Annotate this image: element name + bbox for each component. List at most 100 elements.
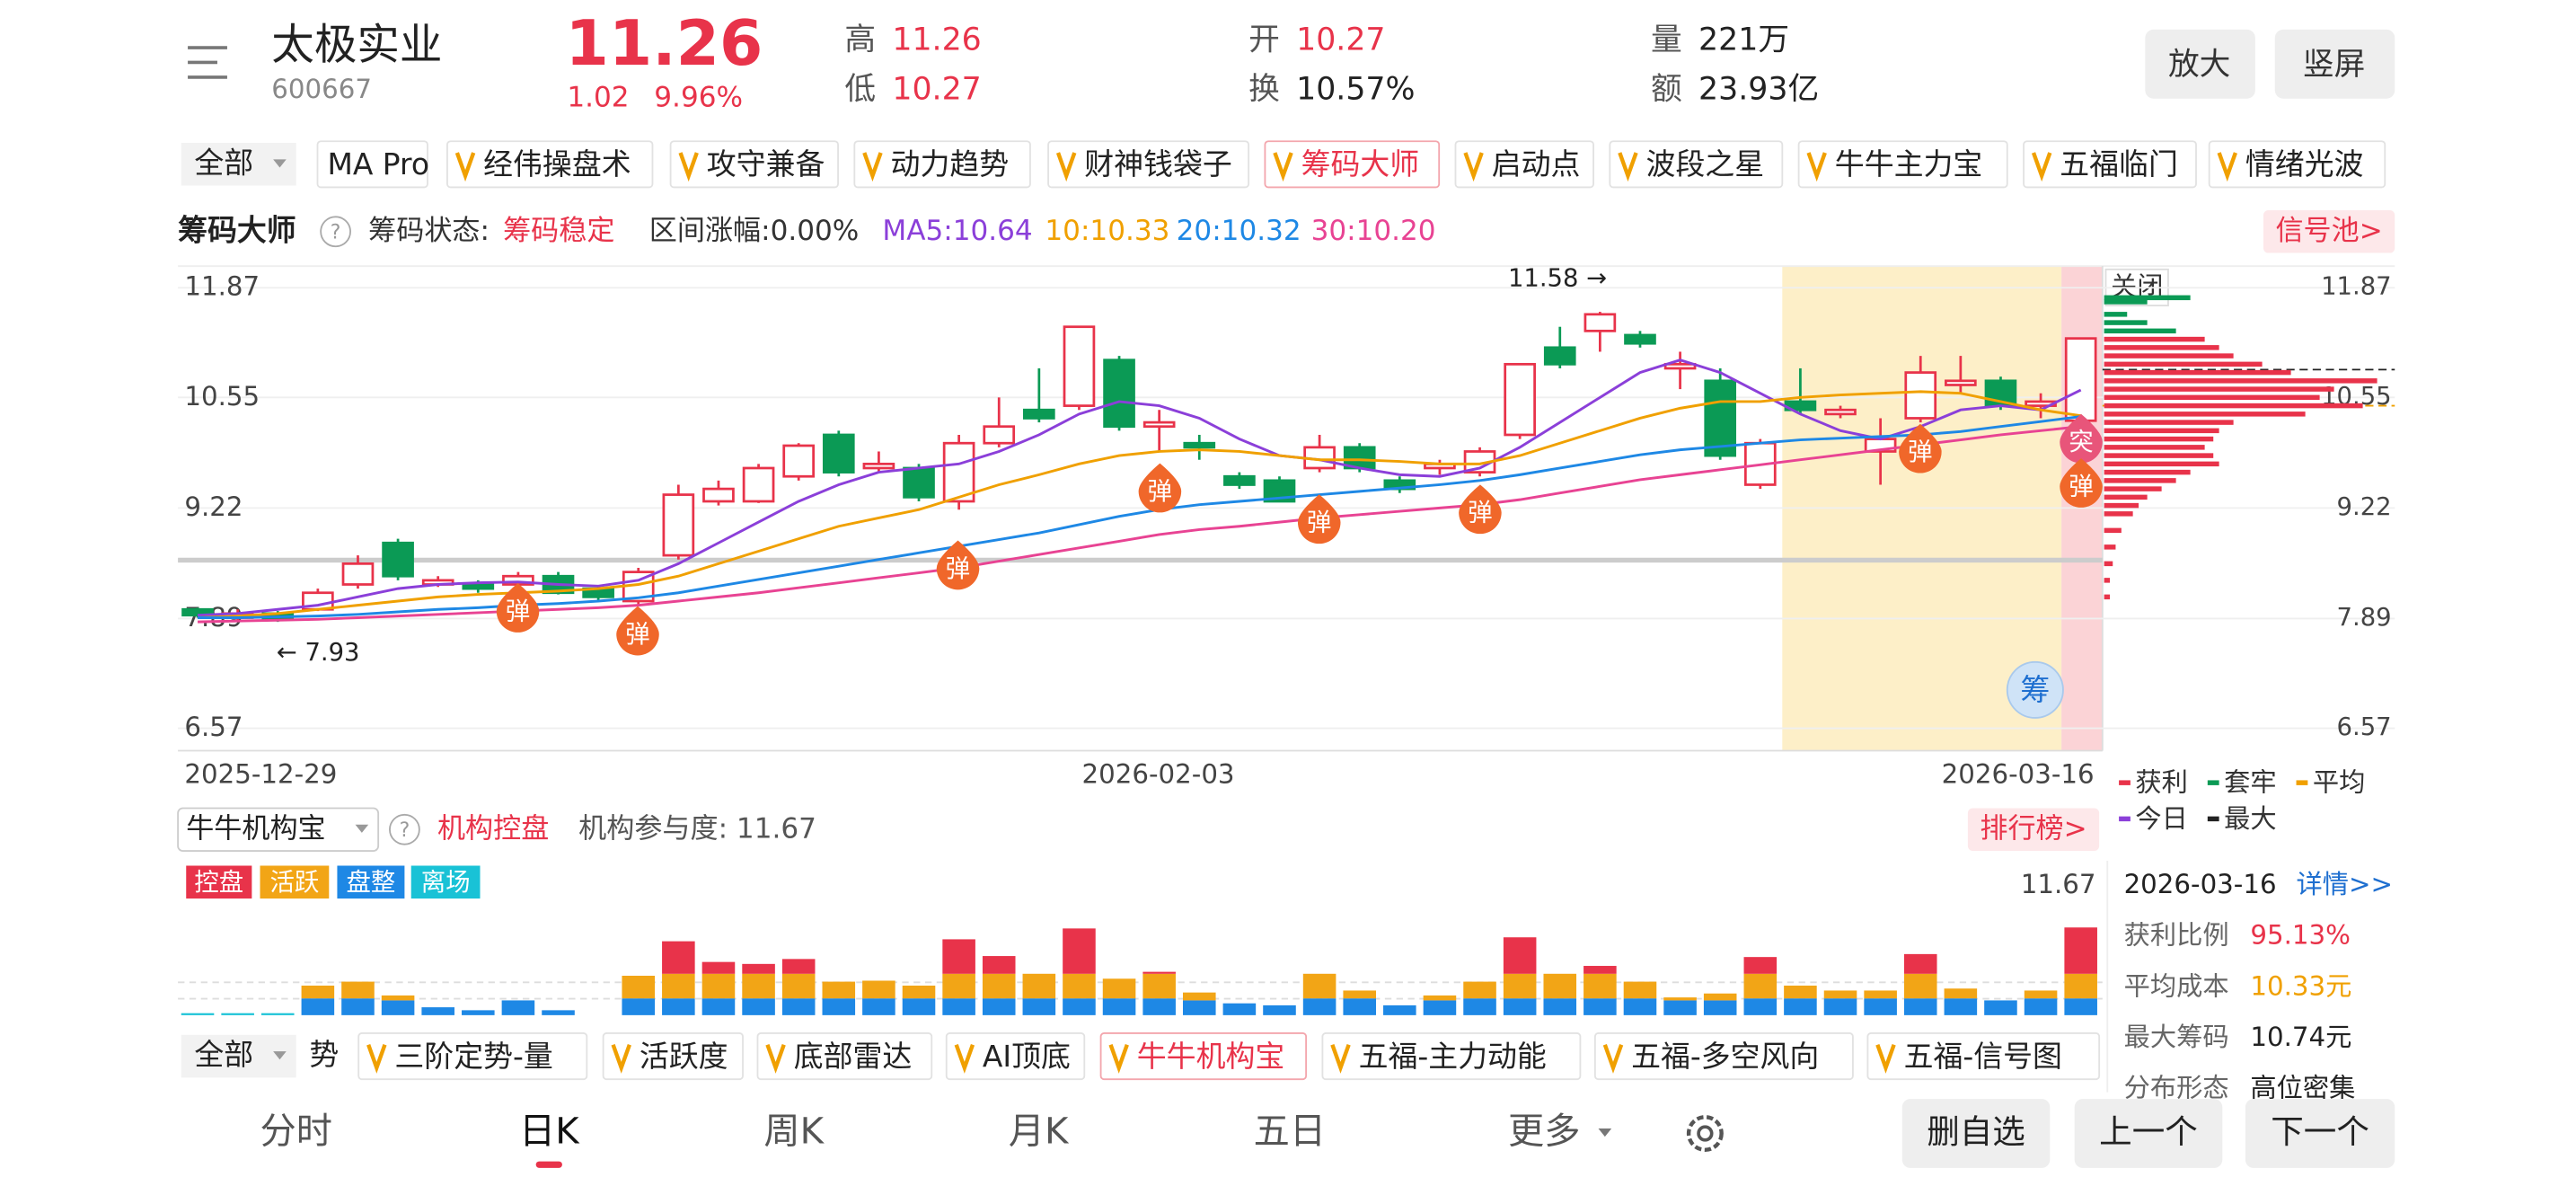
legend-tag (337, 865, 405, 899)
tab-label[interactable]: 底部雷达 (794, 1039, 913, 1074)
side-detail[interactable]: 详情>> (2297, 869, 2394, 899)
nav-tab[interactable]: 分时 (260, 1111, 332, 1152)
v-icon (366, 1044, 387, 1074)
chip-bar (2104, 386, 2334, 392)
tab[interactable] (1866, 1032, 2101, 1081)
tab-label[interactable]: 情绪光波 (2245, 146, 2364, 181)
v-icon (1108, 1044, 1129, 1074)
tab-dropdown-label[interactable]: 全部 (194, 1037, 253, 1072)
volume-segment (1263, 1005, 1296, 1015)
volume-max-label: 11.67 (2021, 869, 2096, 899)
help-mark[interactable]: ? (400, 819, 410, 842)
help-icon[interactable] (389, 813, 420, 845)
tab[interactable] (602, 1032, 744, 1081)
tab-label[interactable]: 攻守兼备 (707, 146, 825, 181)
side-row-label: 最大筹码 (2124, 1022, 2229, 1052)
tab[interactable] (945, 1032, 1086, 1081)
tab-label[interactable]: 经伟操盘术 (483, 146, 631, 181)
tab[interactable] (1593, 1032, 1854, 1081)
nav-button-label[interactable]: 删自选 (1927, 1112, 2025, 1151)
tab-label[interactable]: 五福临门 (2060, 146, 2178, 181)
chip-bar (2104, 453, 2214, 458)
chip-signal[interactable] (2006, 660, 2064, 719)
tab-label[interactable]: 五福-信号图 (1904, 1039, 2062, 1074)
signal-label: 弹 (1468, 500, 1492, 527)
nav-button[interactable] (2245, 1099, 2395, 1168)
signal-marker (2060, 413, 2103, 464)
v-icon (2217, 152, 2237, 182)
tab[interactable] (316, 140, 428, 189)
tab-active[interactable] (1264, 140, 1441, 189)
ranking-button[interactable] (1967, 808, 2100, 852)
tab[interactable] (669, 140, 839, 189)
tab-label[interactable]: MA Pro (327, 146, 429, 181)
legend-label: 今日 (2135, 803, 2188, 834)
signal-label: 弹 (1908, 438, 1932, 466)
chip-bar (2104, 336, 2205, 342)
nav-tab[interactable]: 月K (1009, 1111, 1070, 1152)
volume-segment (982, 956, 1016, 974)
signal-pool-label[interactable]: 信号池> (2275, 215, 2382, 247)
nav-button-label[interactable]: 上一个 (2099, 1112, 2198, 1151)
volume-segment (1663, 997, 1697, 1001)
tab-label[interactable]: 启动点 (1492, 146, 1581, 181)
tab-label[interactable]: 三阶定势-量 (394, 1039, 552, 1074)
nav-button-label[interactable]: 下一个 (2271, 1112, 2369, 1151)
menu-icon[interactable] (188, 46, 227, 79)
tab-dropdown[interactable] (181, 1034, 296, 1078)
tab[interactable] (1797, 140, 2008, 189)
nav-button[interactable] (2074, 1099, 2223, 1168)
tab-dropdown[interactable] (181, 143, 296, 186)
zoom-button-label[interactable]: 放大 (2168, 47, 2230, 83)
tab-label[interactable]: 五福-主力动能 (1359, 1039, 1547, 1074)
v-icon (1618, 152, 1638, 182)
indicator-selector-label[interactable]: 牛牛机构宝 (186, 812, 325, 845)
tab-label[interactable]: 动力趋势 (891, 146, 1010, 181)
status-label: 筹码状态: (368, 215, 490, 247)
tab[interactable] (1454, 140, 1594, 189)
volume-segment (1584, 973, 1617, 999)
nav-tab[interactable]: 五日 (1254, 1111, 1326, 1152)
volume-segment (822, 998, 856, 1015)
tab-label[interactable]: 活跃度 (640, 1039, 728, 1074)
tab[interactable] (1047, 140, 1250, 189)
tab-label[interactable]: 筹码大师 (1301, 146, 1420, 181)
tab[interactable] (1321, 1032, 1582, 1081)
tab-label[interactable]: 波段之星 (1646, 146, 1765, 181)
help-icon[interactable] (320, 216, 351, 248)
volume-segment (1423, 995, 1457, 1001)
volume-segment (1102, 998, 1136, 1015)
settings-icon[interactable] (1686, 1115, 1724, 1152)
y-tick-label-right: 7.89 (2337, 604, 2392, 632)
portrait-button[interactable] (2274, 29, 2395, 99)
tab-label[interactable]: 财神钱袋子 (1084, 146, 1231, 181)
portrait-button-label[interactable]: 竖屏 (2303, 47, 2365, 83)
signal-pool-button[interactable] (2263, 210, 2395, 253)
tab-label[interactable]: 牛牛主力宝 (1835, 146, 1982, 181)
tab[interactable] (756, 1032, 933, 1081)
tab-active[interactable] (1099, 1032, 1308, 1081)
tab[interactable] (2023, 140, 2197, 189)
tab-label[interactable]: 五福-多空风向 (1631, 1039, 1819, 1074)
nav-tab[interactable]: 更多 (1508, 1111, 1580, 1152)
tab-dropdown-label[interactable]: 全部 (194, 145, 253, 180)
tab[interactable] (853, 140, 1031, 189)
tab[interactable] (2208, 140, 2386, 189)
help-mark[interactable]: ? (331, 222, 341, 244)
tab-label[interactable]: AI顶底 (983, 1039, 1071, 1074)
tab-label[interactable]: 牛牛机构宝 (1137, 1039, 1284, 1074)
nav-tab-active[interactable]: 日K (519, 1111, 580, 1152)
nav-button[interactable] (1901, 1099, 2051, 1168)
turnover-label: 换 (1248, 72, 1280, 108)
tab[interactable] (1609, 140, 1784, 189)
signal-marker (1459, 484, 1502, 535)
chip-signal-label[interactable]: 筹 (2020, 672, 2050, 707)
ranking-label[interactable]: 排行榜> (1980, 812, 2086, 845)
volume-segment (301, 998, 335, 1015)
tab[interactable] (446, 140, 654, 189)
indicator-selector[interactable] (177, 807, 380, 852)
nav-tab[interactable]: 周K (763, 1111, 825, 1152)
zoom-button[interactable] (2145, 29, 2255, 99)
tab[interactable] (357, 1032, 588, 1081)
tab-partial[interactable]: 势 (309, 1037, 339, 1072)
